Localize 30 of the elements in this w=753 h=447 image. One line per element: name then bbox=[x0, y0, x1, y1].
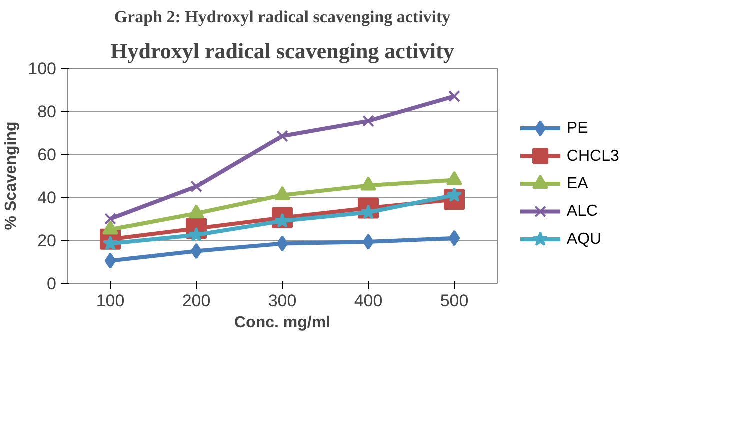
point bbox=[190, 243, 202, 260]
y-tick-label: 20 bbox=[38, 232, 57, 250]
point bbox=[276, 130, 288, 142]
chart-title: Graph 2: Hydroxyl radical scavenging activity bbox=[114, 8, 452, 26]
point bbox=[104, 252, 116, 269]
y-tick-label: 60 bbox=[38, 146, 57, 164]
y-axis-title: % Scavenging bbox=[3, 122, 20, 230]
y-tick-label: 80 bbox=[38, 102, 57, 122]
point bbox=[362, 115, 374, 128]
legend-label: EA bbox=[566, 176, 589, 192]
y-tick-label: 0 bbox=[47, 274, 57, 294]
point bbox=[190, 180, 202, 193]
x-tick-label: 300 bbox=[268, 292, 297, 310]
x-tick-label: 400 bbox=[354, 292, 383, 310]
point bbox=[448, 90, 460, 102]
x-tick-label: 200 bbox=[182, 292, 211, 310]
chart-subtitle: Hydroxyl radical scavenging activity bbox=[110, 38, 454, 64]
y-tick-label: 100 bbox=[28, 60, 57, 78]
x-tick-label: 500 bbox=[440, 292, 469, 310]
legend-label: ALC bbox=[566, 203, 598, 220]
y-tick-label: 40 bbox=[38, 188, 57, 208]
x-axis-title: Conc. mg/ml bbox=[234, 314, 331, 332]
point bbox=[362, 234, 374, 250]
point bbox=[448, 230, 460, 246]
legend-label: AQU bbox=[566, 230, 602, 248]
x-tick-label: 100 bbox=[96, 292, 125, 310]
legend-label: CHCL3 bbox=[566, 148, 620, 165]
point bbox=[104, 213, 116, 225]
point bbox=[276, 236, 288, 252]
legend-label: PE bbox=[566, 120, 588, 138]
